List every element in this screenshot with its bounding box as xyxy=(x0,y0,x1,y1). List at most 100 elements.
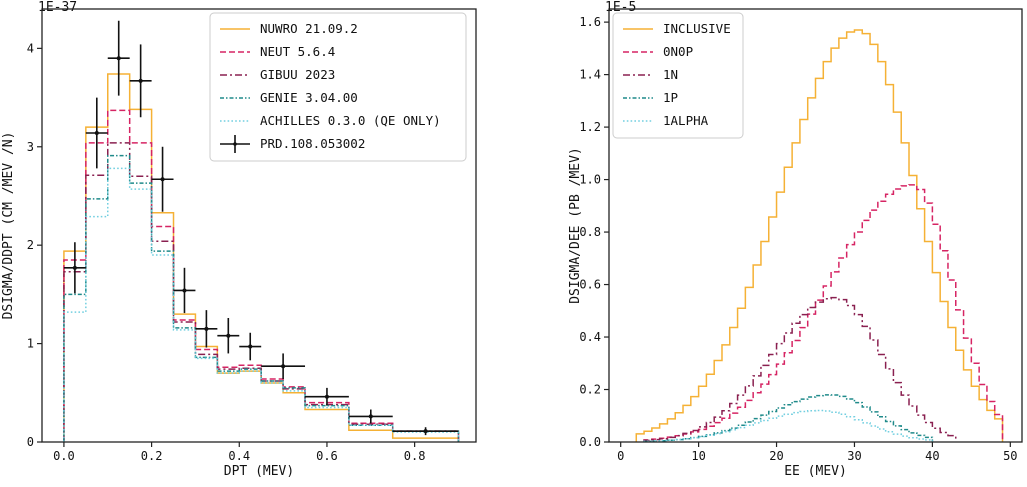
series-inclusive xyxy=(635,29,1004,442)
y-tick-label: 0.2 xyxy=(579,383,601,397)
y-tick-label: 0 xyxy=(27,435,34,449)
left-y-ticks: 0 1 2 3 4 xyxy=(27,41,42,449)
series-1n xyxy=(643,296,957,442)
legend-entry-1alpha: 1ALPHA xyxy=(623,113,709,128)
data-marker xyxy=(182,288,187,293)
y-tick-label: 2 xyxy=(27,238,34,252)
legend-entry-gibuu-2023: GIBUU 2023 xyxy=(220,67,335,82)
right-exponent-label: 1E-5 xyxy=(605,0,636,15)
data-marker xyxy=(324,394,329,399)
legend-entry-nuwro-21-09-2: NUWRO 21.09.2 xyxy=(220,21,358,36)
left-x-ticks: 0.0 0.2 0.4 0.6 0.8 xyxy=(53,442,425,463)
legend-label: 1N xyxy=(663,67,678,82)
y-tick-label: 1.2 xyxy=(579,120,601,134)
x-tick-label: 40 xyxy=(925,449,939,463)
right-plot: 1E-5 EE (MEV) DSIGMA/DEE (PB /MEV) 0 10 20… xyxy=(568,0,1023,479)
y-tick-label: 1.4 xyxy=(579,68,601,82)
data-marker xyxy=(248,344,253,349)
y-tick-label: 0.4 xyxy=(579,330,601,344)
y-tick-label: 0.0 xyxy=(579,435,601,449)
legend-entry-inclusive: INCLUSIVE xyxy=(623,21,731,36)
left-exponent-label: 1E-37 xyxy=(38,0,77,15)
right-y-ticks: 0.0 0.2 0.4 0.6 0.8 1.0 1.2 1.4 1.6 xyxy=(579,15,609,449)
data-point xyxy=(129,44,152,118)
right-x-axis-label: EE (MEV) xyxy=(784,464,847,479)
legend-label: PRD.108.053002 xyxy=(260,136,365,151)
data-point xyxy=(261,353,306,380)
data-marker xyxy=(160,177,165,182)
data-point xyxy=(217,318,240,354)
legend-entry-genie-3-04-00: GENIE 3.04.00 xyxy=(220,90,358,105)
left-plot-frame xyxy=(41,8,477,443)
x-tick-label: 10 xyxy=(691,449,705,463)
legend-label: 0N0P xyxy=(663,44,693,59)
series-1alpha xyxy=(643,409,934,443)
x-tick-label: 20 xyxy=(769,449,783,463)
x-tick-label: 0.2 xyxy=(141,449,163,463)
y-tick-label: 4 xyxy=(27,41,34,55)
legend-entry-1n: 1N xyxy=(623,67,678,82)
x-tick-label: 0.0 xyxy=(53,449,75,463)
legend-label: GIBUU 2023 xyxy=(260,67,335,82)
legend-box xyxy=(209,12,467,162)
y-tick-label: 0.6 xyxy=(579,278,601,292)
legend-entry-prd-108-053002: PRD.108.053002 xyxy=(220,135,365,153)
left-legend: NUWRO 21.09.2 NEUT 5.6.4 GIBUU 2023 GENIE 3… xyxy=(209,12,467,162)
right-series xyxy=(635,29,1004,443)
data-marker xyxy=(281,364,286,369)
legend-entry-1p: 1P xyxy=(623,90,678,105)
legend-label: 1P xyxy=(663,90,678,105)
legend-label: NEUT 5.6.4 xyxy=(260,44,335,59)
data-point xyxy=(305,387,349,406)
data-marker xyxy=(368,414,373,419)
data-marker xyxy=(94,130,99,135)
y-tick-label: 1.0 xyxy=(579,173,601,187)
legend-label: NUWRO 21.09.2 xyxy=(260,21,358,36)
data-marker xyxy=(226,333,231,338)
x-tick-label: 0.4 xyxy=(228,449,250,463)
y-tick-label: 1.6 xyxy=(579,15,601,29)
right-plot-frame xyxy=(608,8,1023,443)
right-y-axis-label: DSIGMA/DEE (PB /MEV) xyxy=(568,147,583,304)
legend-label: INCLUSIVE xyxy=(663,21,731,36)
legend-label: 1ALPHA xyxy=(663,113,709,128)
left-x-axis-label: DPT (MEV) xyxy=(224,464,294,479)
data-marker xyxy=(138,78,143,83)
right-legend: INCLUSIVE 0N0P 1N 1P 1ALPHA xyxy=(612,12,744,139)
data-point xyxy=(348,409,393,424)
left-data-points xyxy=(63,20,459,436)
data-point xyxy=(63,242,86,294)
y-tick-label: 3 xyxy=(27,140,34,154)
series-gibuu-2023 xyxy=(63,142,460,442)
y-tick-label: 0.8 xyxy=(579,225,601,239)
data-point xyxy=(392,427,459,436)
legend-entry-neut-5-6-4: NEUT 5.6.4 xyxy=(220,44,335,59)
legend-entry-achilles-0-3-0-qe-only: ACHILLES 0.3.0 (QE ONLY) xyxy=(220,113,441,128)
data-point xyxy=(173,267,196,314)
right-x-ticks: 0 10 20 30 40 50 xyxy=(617,442,1018,463)
x-tick-label: 0.6 xyxy=(316,449,338,463)
x-tick-label: 0.8 xyxy=(404,449,426,463)
data-marker xyxy=(72,265,77,270)
legend-label: GENIE 3.04.00 xyxy=(260,90,358,105)
series-0n0p xyxy=(643,184,1004,442)
legend-label: ACHILLES 0.3.0 (QE ONLY) xyxy=(260,113,441,128)
data-point xyxy=(151,146,174,212)
x-tick-label: 30 xyxy=(847,449,861,463)
data-marker xyxy=(116,56,121,61)
legend-entry-0n0p: 0N0P xyxy=(623,44,693,59)
left-plot: 1E-37 DPT (MEV) DSIGMA/DDPT (CM /MEV /N)… xyxy=(1,0,477,479)
legend-box xyxy=(612,12,744,139)
data-marker xyxy=(423,429,428,434)
legend-swatch xyxy=(233,142,237,146)
data-point xyxy=(195,310,218,348)
data-marker xyxy=(204,326,209,331)
x-tick-label: 0 xyxy=(617,449,624,463)
left-series xyxy=(63,73,460,442)
series-achilles-0-3-0-qe-only xyxy=(63,167,460,442)
data-point xyxy=(239,332,262,361)
left-y-axis-label: DSIGMA/DDPT (CM /MEV /N) xyxy=(1,132,16,320)
data-point xyxy=(107,20,130,96)
y-tick-label: 1 xyxy=(27,337,34,351)
